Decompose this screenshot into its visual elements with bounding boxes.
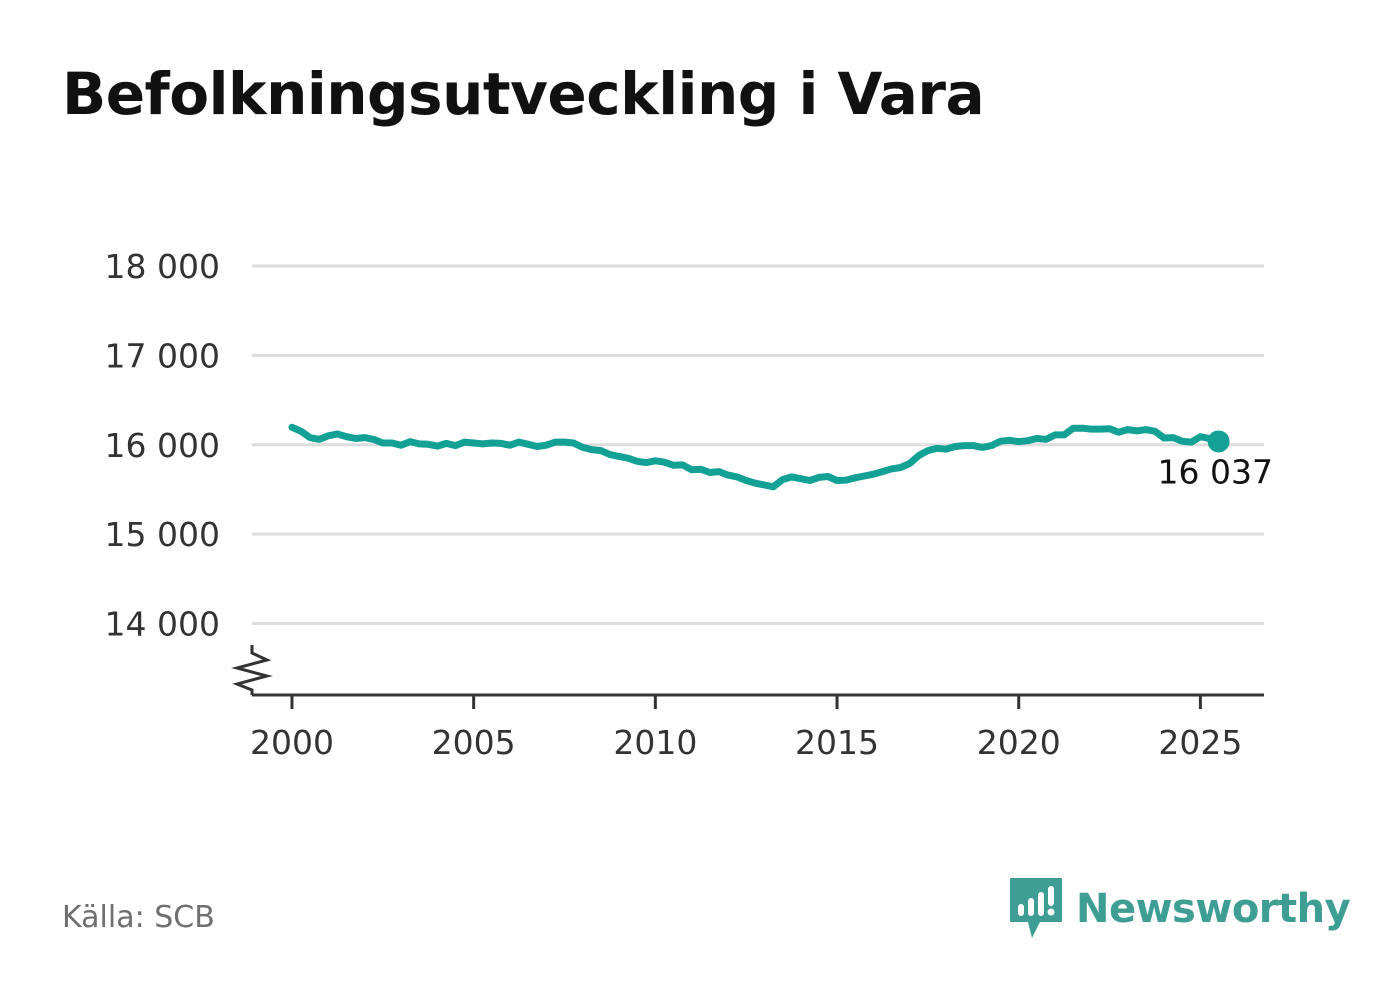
y-tick-label: 14 000 xyxy=(105,605,220,644)
y-tick-label: 15 000 xyxy=(105,515,220,554)
newsworthy-logo-icon xyxy=(1010,878,1062,938)
series-end-point xyxy=(1207,430,1230,453)
x-tick-label: 2010 xyxy=(613,723,697,762)
y-axis-break xyxy=(231,645,273,695)
brand-name: Newsworthy xyxy=(1076,886,1351,932)
end-value-label: 16 037 xyxy=(1158,452,1273,491)
x-tick-label: 2005 xyxy=(432,723,516,762)
y-tick-label: 16 000 xyxy=(105,426,220,465)
y-tick-label: 18 000 xyxy=(105,247,220,286)
x-axis xyxy=(231,645,1264,709)
series: 16 037 xyxy=(288,423,1273,491)
series-line xyxy=(288,423,1223,491)
x-tick-label: 2020 xyxy=(977,723,1061,762)
x-tick-label: 2015 xyxy=(795,723,879,762)
x-tick-label: 2025 xyxy=(1158,723,1242,762)
y-axis-labels: 14 000 15 000 16 000 17 000 18 000 xyxy=(105,247,220,644)
source-note: Källa: SCB xyxy=(62,900,215,935)
chart-title: Befolkningsutveckling i Vara xyxy=(62,60,985,128)
x-tick-label: 2000 xyxy=(250,723,334,762)
x-axis-labels: 2000 2005 2010 2015 2020 2025 xyxy=(250,723,1242,762)
y-tick-label: 17 000 xyxy=(105,336,220,375)
brand-logo: Newsworthy xyxy=(1010,878,1351,940)
